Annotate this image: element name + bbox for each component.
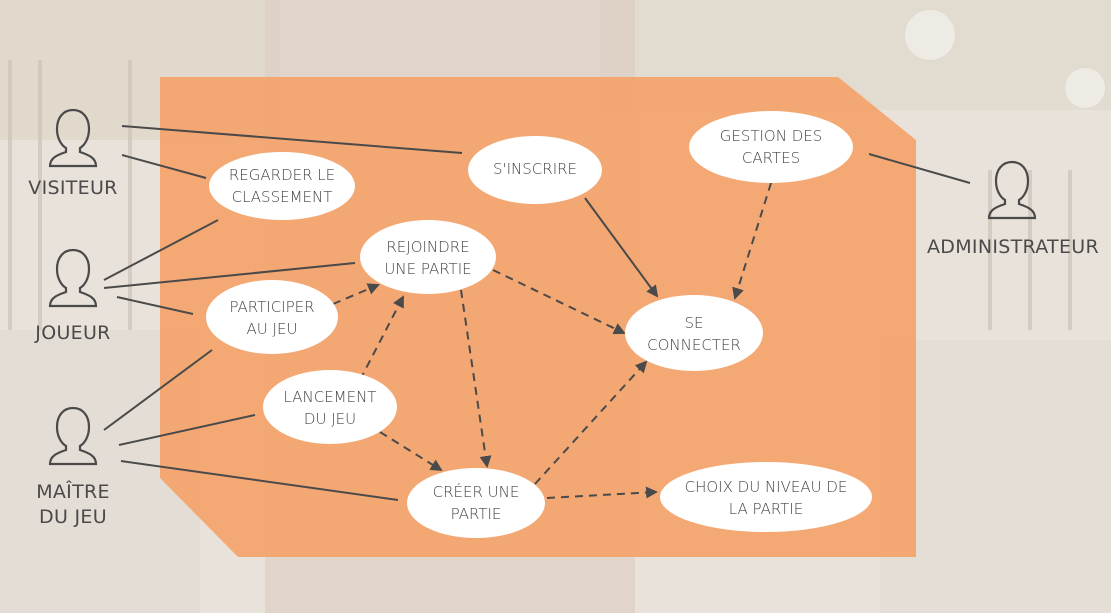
actor-joueur-icon — [48, 248, 98, 308]
actor-maitre-label: MAÎTRE DU JEU — [36, 481, 110, 528]
usecase-choix-niveau-shape[interactable] — [660, 462, 872, 532]
usecase-creer-partie[interactable]: CRÉER UNE PARTIE — [432, 483, 520, 523]
usecase-lancement-jeu[interactable]: LANCEMENT DU JEU — [283, 388, 377, 428]
actor-administrateur-label: ADMINISTRATEUR — [927, 236, 1099, 258]
dash-lancement-creer — [379, 431, 443, 472]
usecase-participer-jeu[interactable]: PARTICIPER AU JEU — [229, 298, 315, 338]
link-maitre-lancement — [118, 414, 256, 446]
link-visiteur-sinscrire — [121, 125, 463, 154]
link-joueur-classement — [103, 219, 219, 281]
actor-visiteur-icon — [48, 108, 98, 168]
link-admin-gestion — [868, 153, 971, 184]
dash-rejoindre-connecter — [492, 269, 626, 335]
usecase-creer-partie-shape[interactable] — [407, 468, 545, 538]
usecase-sinscrire-shape[interactable] — [468, 136, 602, 204]
link-joueur-participer — [116, 296, 194, 315]
actor-administrateur-icon — [987, 160, 1037, 220]
usecase-rejoindre-partie-shape[interactable] — [360, 220, 496, 294]
usecase-gestion-cartes-shape[interactable] — [689, 111, 853, 183]
dash-lancement-rejoindre — [359, 295, 404, 381]
usecase-se-connecter[interactable]: SE CONNECTER — [647, 314, 741, 354]
usecase-regarder-classement[interactable]: REGARDER LE CLASSEMENT — [228, 166, 336, 206]
usecase-rejoindre-partie[interactable]: REJOINDRE UNE PARTIE — [384, 238, 472, 278]
link-maitre-participer — [103, 349, 213, 431]
usecase-se-connecter-shape[interactable] — [625, 295, 763, 371]
usecase-lancement-jeu-shape[interactable] — [263, 370, 397, 444]
dash-creer-choix — [546, 486, 658, 499]
actor-joueur-label: JOUEUR — [35, 322, 111, 344]
usecase-participer-jeu-shape[interactable] — [206, 280, 338, 354]
usecase-regarder-classement-shape[interactable] — [209, 152, 355, 220]
link-visiteur-classement — [121, 154, 207, 179]
actor-maitre-icon — [48, 406, 98, 466]
link-sinscrire-connecter — [584, 197, 659, 298]
dash-rejoindre-creer — [460, 289, 492, 468]
link-maitre-creer — [120, 460, 399, 501]
usecase-gestion-cartes[interactable]: GESTION DES CARTES — [719, 127, 823, 167]
dash-gestion-connecter — [732, 182, 772, 300]
actor-visiteur-label: VISITEUR — [28, 177, 118, 199]
usecase-sinscrire[interactable]: S'INSCRIRE — [492, 160, 578, 178]
link-joueur-rejoindre — [103, 262, 356, 289]
usecase-choix-niveau[interactable]: CHOIX DU NIVEAU DE LA PARTIE — [684, 478, 848, 518]
